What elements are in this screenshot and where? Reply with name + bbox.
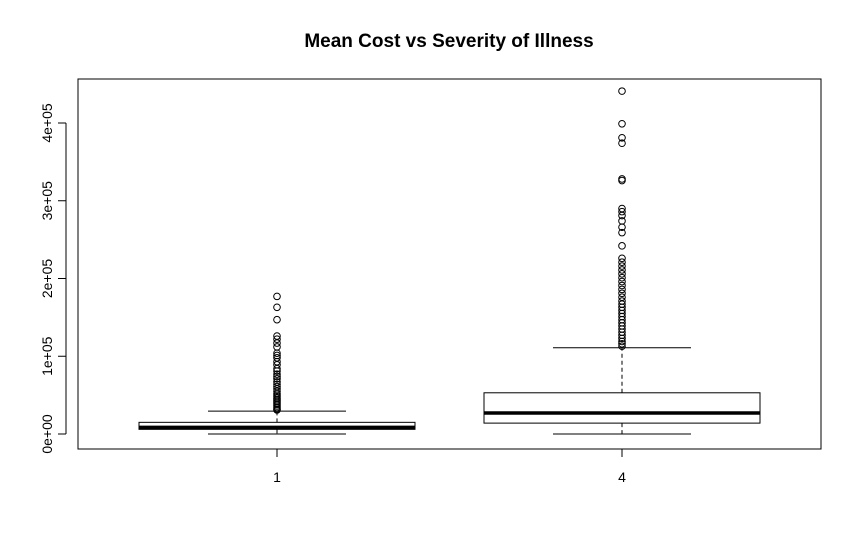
outlier-point [273,364,281,373]
outlier-point [618,277,626,286]
outlier-point [618,133,626,142]
outlier-point [618,273,626,282]
outlier-point [618,176,626,185]
outlier-point [618,207,626,216]
outlier-point [618,285,626,294]
y-tick-label: 3e+05 [39,181,55,221]
box-iqr [483,392,761,424]
outlier-point [618,337,626,346]
outlier-point [273,315,281,324]
outlier-point [273,374,281,383]
outlier-point [618,289,626,298]
outlier-point [273,372,281,381]
outlier-point [273,303,281,312]
outlier-point [618,266,626,274]
outlier-point [618,228,626,237]
outlier-point [273,343,281,351]
outlier-point [618,223,626,231]
y-tick-label: 0e+00 [39,414,55,454]
outlier-point [618,342,626,350]
outlier-point [618,254,626,263]
outlier-point [618,262,626,270]
outlier-point [273,349,281,357]
outlier-point [273,292,281,301]
x-tick-label: 1 [273,469,281,485]
outlier-point [618,281,626,290]
outlier-point [618,87,626,95]
outlier-point [273,339,281,347]
outlier-point [273,370,281,378]
outlier-point [618,334,626,343]
outlier-point [618,293,626,301]
outlier-point [273,367,281,375]
outlier-point [618,119,626,128]
outlier-point [618,340,626,348]
outlier-point [618,258,626,266]
outlier-point [618,211,626,220]
outlier-point [618,242,626,250]
outlier-point [618,270,626,278]
y-tick-label: 1e+05 [39,336,55,376]
chart-title: Mean Cost vs Severity of Illness [304,31,593,52]
x-tick-label: 4 [618,469,626,485]
outlier-point [273,406,281,414]
y-axis: 0e+00 1e+05 2e+05 3e+05 4e+05 [39,103,67,454]
box-group [138,87,761,435]
outlier-point [618,139,626,148]
outlier-point [618,175,626,183]
outlier-point [273,335,281,343]
y-tick-label: 4e+05 [39,103,55,143]
y-tick-label: 2e+05 [39,259,55,299]
